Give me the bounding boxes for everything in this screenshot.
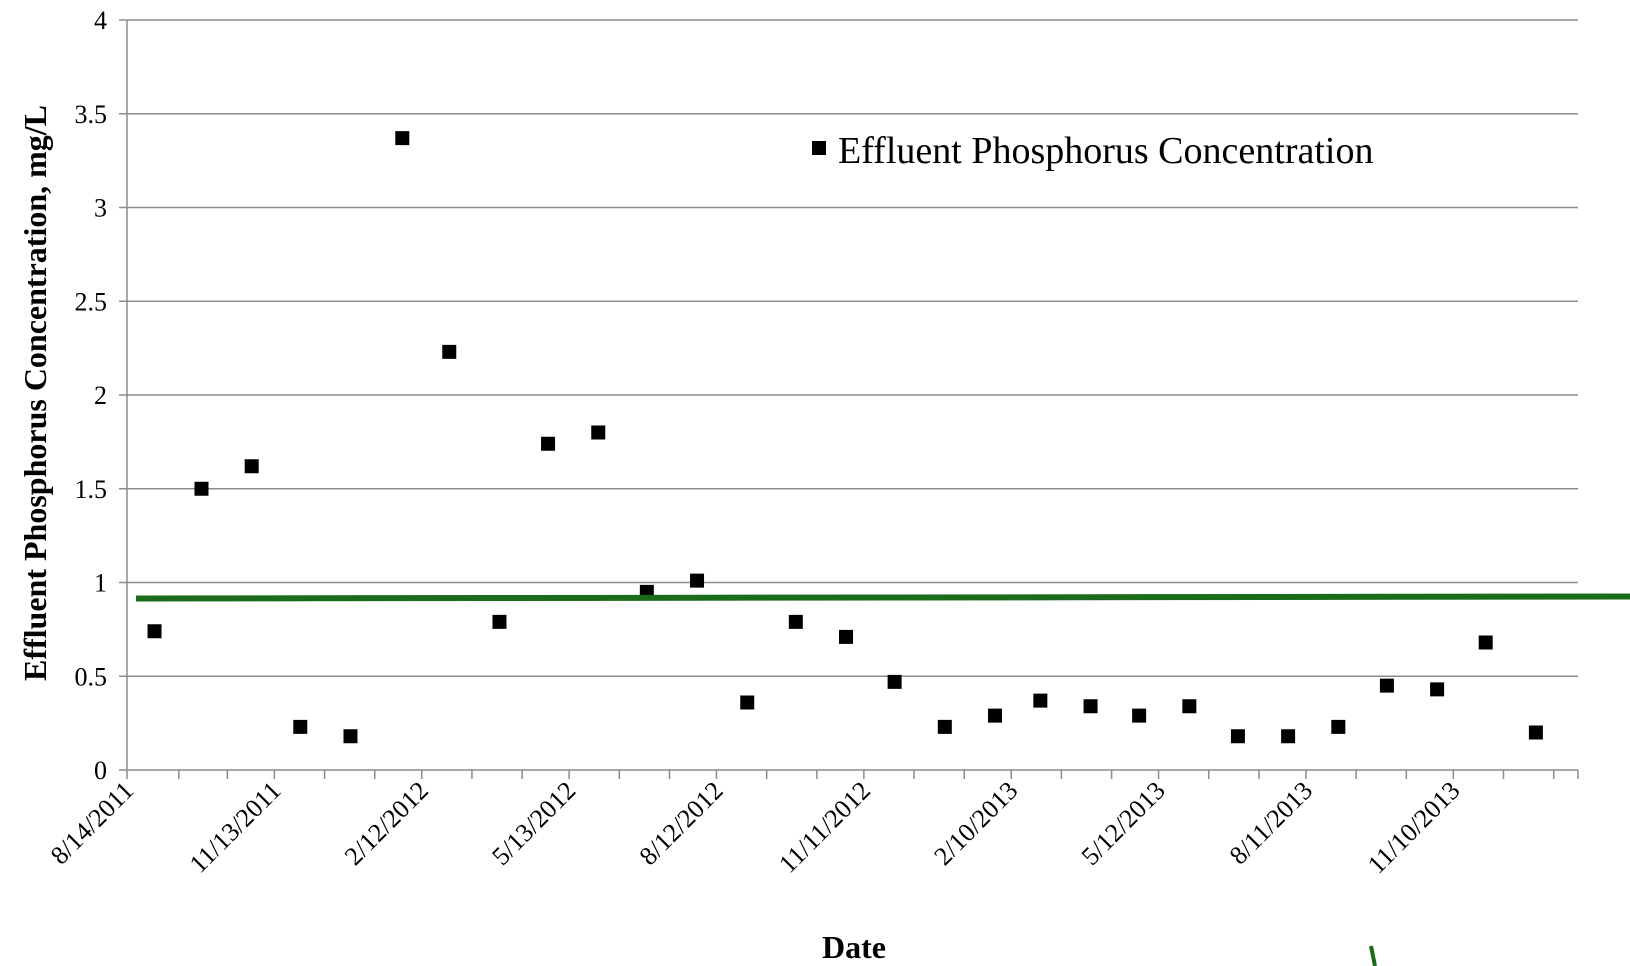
y-tick-label: 1.5 xyxy=(75,475,108,504)
x-axis-title: Date xyxy=(822,929,886,965)
gridlines xyxy=(127,19,1578,677)
y-tick-label: 1 xyxy=(94,569,107,598)
x-tick-label: 11/11/2012 xyxy=(773,776,876,879)
data-point xyxy=(591,425,606,440)
x-tick-label: 5/12/2013 xyxy=(1076,776,1171,871)
x-tick-label: 11/10/2013 xyxy=(1362,776,1466,880)
data-point xyxy=(1281,729,1296,744)
y-tick-label: 3 xyxy=(94,194,107,223)
y-tick-labels: 0 0.5 1 1.5 2 2.5 3 3.5 4 xyxy=(75,6,108,785)
data-point xyxy=(194,481,209,496)
data-point xyxy=(988,708,1003,723)
data-points xyxy=(147,131,1543,744)
axes xyxy=(119,19,1579,779)
y-tick-label: 3.5 xyxy=(75,100,108,129)
data-point xyxy=(492,614,507,629)
reference-line xyxy=(135,593,1630,602)
data-point xyxy=(1083,699,1098,714)
data-point xyxy=(1230,729,1245,744)
data-point xyxy=(839,629,854,644)
data-point xyxy=(147,624,162,639)
data-point xyxy=(788,614,803,629)
decorative-green-mark xyxy=(1369,945,1377,966)
y-axis-title: Effluent Phosphorus Concentration, mg/L xyxy=(17,105,53,681)
data-point xyxy=(1182,699,1197,714)
data-point xyxy=(395,131,410,146)
data-point xyxy=(293,719,308,734)
data-point xyxy=(244,459,259,474)
x-tick-label: 5/13/2012 xyxy=(486,776,581,871)
x-tick-label: 11/13/2011 xyxy=(184,776,287,879)
data-point xyxy=(1033,693,1048,708)
y-tick-label: 2 xyxy=(94,381,107,410)
data-point xyxy=(442,344,457,359)
data-point xyxy=(343,729,358,744)
data-point xyxy=(690,573,705,588)
legend: Effluent Phosphorus Concentration xyxy=(812,130,1373,172)
y-tick-label: 0 xyxy=(94,756,107,785)
x-tick-label: 8/14/2011 xyxy=(45,776,139,870)
reference-line-group xyxy=(135,593,1630,602)
x-tick-label: 2/10/2013 xyxy=(928,776,1023,871)
y-tick-label: 4 xyxy=(94,6,107,35)
data-point xyxy=(1379,678,1394,693)
legend-marker xyxy=(812,141,826,155)
data-point xyxy=(1132,708,1147,723)
x-tick-label: 2/12/2012 xyxy=(339,776,434,871)
data-point xyxy=(1331,719,1346,734)
legend-label: Effluent Phosphorus Concentration xyxy=(838,130,1373,172)
data-point xyxy=(740,695,755,710)
data-point xyxy=(887,674,902,689)
x-tick-label: 8/12/2012 xyxy=(634,776,729,871)
data-point xyxy=(1528,725,1543,740)
x-tick-label: 8/11/2013 xyxy=(1224,776,1318,870)
data-point xyxy=(1478,635,1493,650)
data-point xyxy=(541,436,556,451)
data-point xyxy=(937,719,952,734)
y-tick-label: 2.5 xyxy=(75,287,108,316)
data-point xyxy=(1430,682,1445,697)
x-tick-labels: 8/14/2011 11/13/2011 2/12/2012 5/13/2012 8/1… xyxy=(45,776,1466,880)
y-tick-label: 0.5 xyxy=(75,662,108,691)
